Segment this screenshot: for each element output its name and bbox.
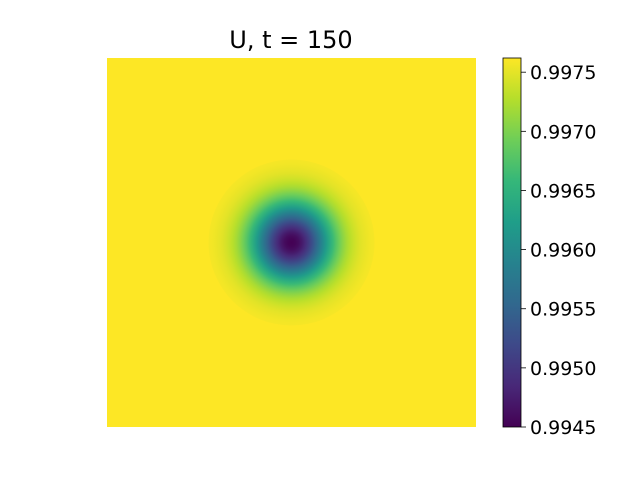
colorbar-tick-label: 0.9975: [530, 62, 596, 84]
colorbar-tick-label: 0.9960: [530, 240, 596, 262]
heatmap-area: [107, 58, 476, 427]
colorbar-gradient: [503, 58, 521, 427]
colorbar-tick-label: 0.9950: [530, 358, 596, 380]
chart-title: U, t = 150: [229, 26, 352, 54]
colorbar-ticks: 0.9945 0.9950 0.9955 0.9960 0.9965 0.9970 0.99…: [521, 62, 596, 439]
colorbar: 0.9945 0.9950 0.9955 0.9960 0.9965 0.9970 0.99…: [502, 57, 596, 439]
colorbar-tick-label: 0.9945: [530, 417, 596, 439]
heatmap-dip: [208, 159, 375, 326]
colorbar-frame: [502, 57, 522, 428]
colorbar-tick-label: 0.9955: [530, 299, 596, 321]
colorbar-tick-label: 0.9965: [530, 180, 596, 202]
colorbar-tick-label: 0.9970: [530, 121, 596, 143]
